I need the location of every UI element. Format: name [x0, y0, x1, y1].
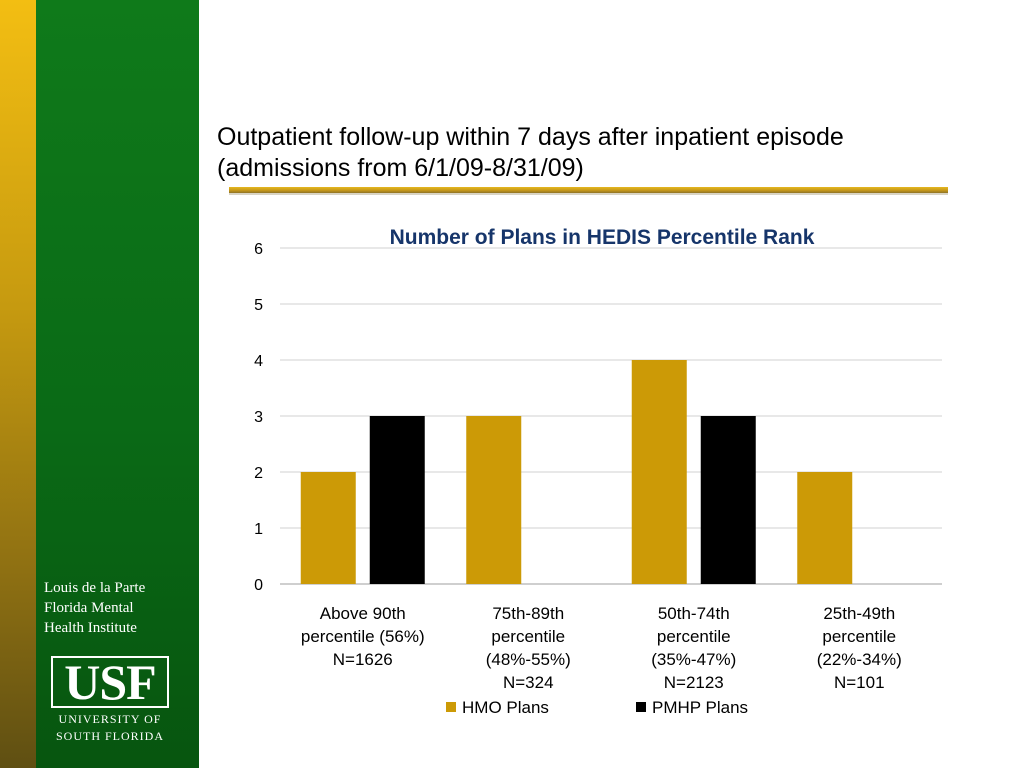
y-tick-label: 5 — [254, 297, 263, 314]
institute-line-1: Louis de la Parte — [44, 580, 146, 596]
y-tick-label: 6 — [254, 241, 263, 258]
legend-label: PMHP Plans — [652, 698, 748, 717]
usf-logo: USF UNIVERSITY OF SOUTH FLORIDA — [51, 656, 169, 746]
bar-hmo-plans — [300, 472, 356, 584]
institute-name: Louis de la Parte Florida Mental Health … — [44, 578, 194, 638]
institute-line-3: Health Institute — [44, 620, 137, 636]
legend-swatch — [446, 702, 456, 712]
y-tick-label: 1 — [254, 521, 263, 538]
usf-logo-letters: USF — [64, 654, 156, 710]
usf-logo-line-1: UNIVERSITY OF — [58, 712, 162, 726]
y-tick-label: 3 — [254, 409, 263, 426]
title-divider — [229, 187, 948, 193]
usf-logo-line-2: SOUTH FLORIDA — [55, 729, 164, 743]
x-tick-label: 50th-74th percentile (35%-47%) N=2123 — [651, 604, 736, 692]
gold-side-strip — [0, 0, 36, 768]
bar-pmhp-plans — [700, 416, 756, 584]
slide-title-line-2: (admissions from 6/1/09-8/31/09) — [217, 154, 584, 182]
institute-line-2: Florida Mental — [44, 600, 134, 616]
chart-title: Number of Plans in HEDIS Percentile Rank — [390, 226, 815, 249]
bar-hmo-plans — [466, 416, 522, 584]
usf-logo-frame — [51, 656, 169, 708]
slide-title-line-1: Outpatient follow-up within 7 days after… — [217, 123, 844, 151]
title-divider-shadow — [229, 193, 948, 195]
x-tick-label: Above 90th percentile (56%) N=1626 — [301, 604, 425, 669]
x-tick-label: 25th-49th percentile (22%-34%) N=101 — [817, 604, 902, 692]
bar-hmo-plans — [631, 360, 687, 584]
green-side-panel — [36, 0, 199, 768]
y-tick-label: 0 — [254, 577, 263, 594]
y-tick-label: 4 — [254, 353, 263, 370]
bar-hmo-plans — [797, 472, 853, 584]
x-tick-label: 75th-89th percentile (48%-55%) N=324 — [486, 604, 571, 692]
legend-label: HMO Plans — [462, 698, 549, 717]
bar-chart: Number of Plans in HEDIS Percentile Rank… — [254, 226, 942, 717]
legend-swatch — [636, 702, 646, 712]
slide-title: Outpatient follow-up within 7 days after… — [217, 122, 977, 184]
bar-pmhp-plans — [369, 416, 425, 584]
y-tick-label: 2 — [254, 465, 263, 482]
